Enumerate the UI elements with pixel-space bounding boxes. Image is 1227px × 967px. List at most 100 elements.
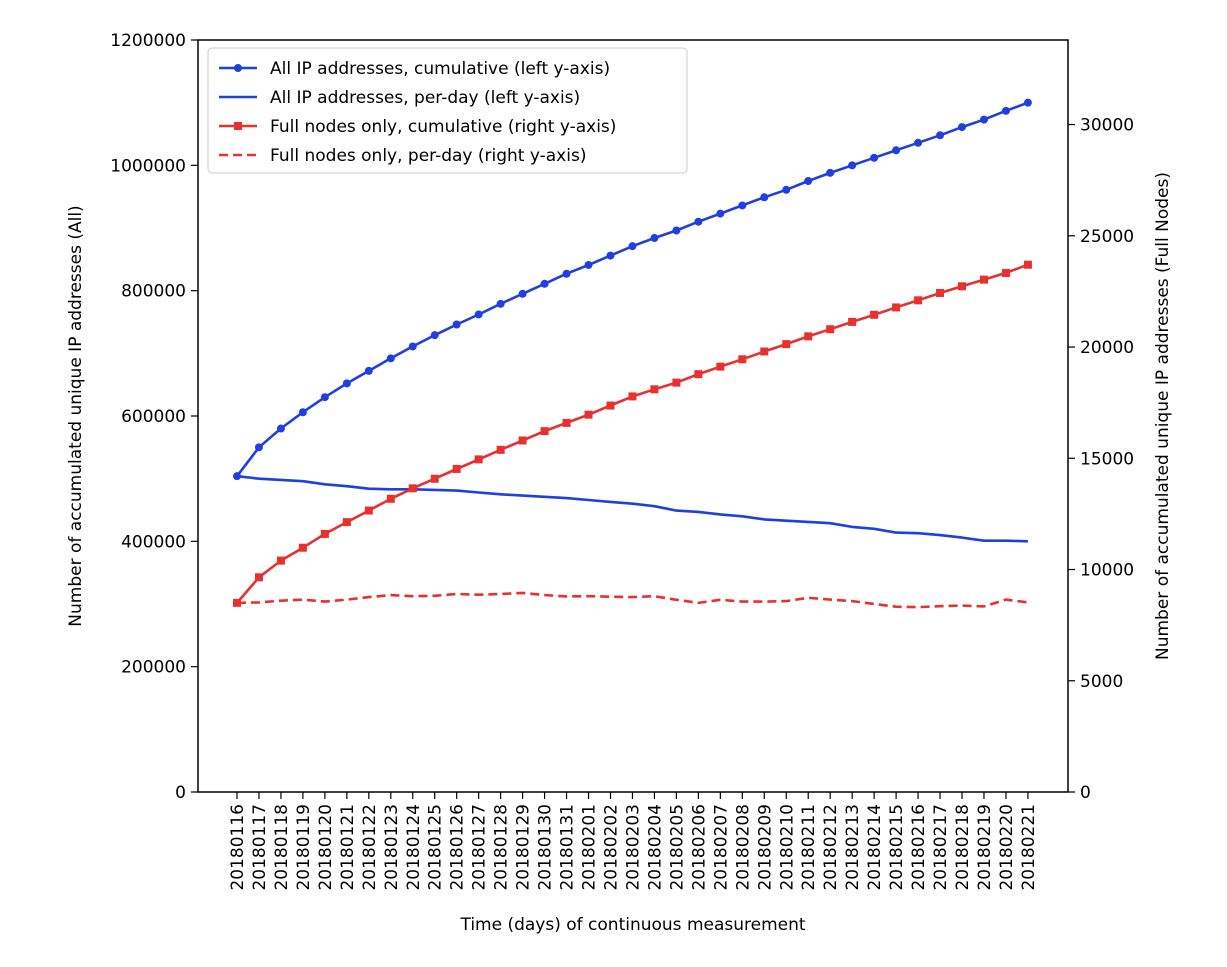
left-y-axis-label: Number of accumulated unique IP addresse…: [66, 205, 86, 626]
series-1: [236, 474, 1028, 543]
left-y-axis: 0 200000 400000 600000 800000 1000000 1200000: [110, 31, 198, 803]
data-point: [606, 401, 615, 410]
data-point: [804, 332, 813, 341]
data-point: [496, 299, 505, 308]
x-tick-label: 20180116: [228, 804, 248, 891]
x-tick-label: 20180122: [360, 804, 380, 891]
data-point: [408, 484, 417, 493]
data-point: [540, 427, 549, 436]
x-tick-label: 20180213: [843, 804, 863, 891]
right-y-tick-label: 30000: [1080, 116, 1134, 136]
legend-label: Full nodes only, per-day (right y-axis): [270, 146, 586, 166]
x-tick-label: 20180130: [536, 804, 556, 891]
x-tick-label: 20180211: [799, 804, 819, 891]
data-point: [276, 424, 285, 433]
data-point: [386, 494, 395, 503]
series-line: [236, 263, 1029, 604]
data-point: [562, 269, 571, 278]
series-0: [233, 98, 1032, 481]
x-tick-label: 20180207: [711, 804, 731, 891]
x-tick-label: 20180214: [865, 804, 885, 891]
left-y-tick-label: 0: [175, 783, 186, 803]
legend-item: Full nodes only, cumulative (right y-axi…: [219, 117, 616, 137]
data-point: [914, 296, 923, 305]
right-y-tick-label: 25000: [1080, 227, 1134, 247]
legend-item: Full nodes only, per-day (right y-axis): [219, 146, 586, 166]
left-y-tick-label: 600000: [121, 407, 186, 427]
right-y-tick-label: 20000: [1080, 338, 1134, 358]
data-point: [474, 455, 483, 464]
series-2: [233, 260, 1032, 607]
right-y-axis-label: Number of accumulated unique IP addresse…: [1153, 172, 1173, 660]
x-tick-label: 20180120: [316, 804, 336, 891]
data-point: [364, 506, 373, 515]
data-point: [694, 217, 703, 226]
x-tick-label: 20180215: [887, 804, 907, 891]
data-point: [782, 185, 791, 194]
x-tick-label: 20180127: [470, 804, 490, 891]
x-tick-label: 20180206: [689, 804, 709, 891]
series-3: [236, 591, 1029, 609]
data-point: [870, 310, 879, 319]
data-point: [870, 153, 879, 162]
data-point: [584, 410, 593, 419]
data-point: [738, 201, 747, 210]
data-point: [650, 234, 659, 243]
data-point: [254, 443, 263, 452]
data-point: [628, 392, 637, 401]
legend-marker: [234, 122, 242, 130]
data-point: [562, 418, 571, 427]
data-point: [694, 370, 703, 379]
data-point: [1023, 98, 1032, 107]
x-tick-label: 20180216: [909, 804, 929, 891]
data-point: [254, 573, 263, 582]
left-y-tick-label: 1200000: [110, 31, 186, 51]
legend-label: All IP addresses, cumulative (left y-axi…: [270, 59, 610, 79]
right-y-tick-label: 10000: [1080, 561, 1134, 581]
data-point: [672, 226, 681, 235]
right-y-tick-label: 15000: [1080, 449, 1134, 469]
data-point: [826, 168, 835, 177]
right-y-tick-label: 5000: [1080, 672, 1123, 692]
data-point: [979, 115, 988, 124]
x-tick-label: 20180118: [272, 804, 292, 891]
data-point: [276, 556, 285, 565]
x-tick-label: 20180218: [953, 804, 973, 891]
left-y-tick-label: 800000: [121, 282, 186, 302]
data-point: [298, 408, 307, 417]
data-point: [452, 464, 461, 473]
data-point: [804, 177, 813, 185]
data-point: [650, 385, 659, 394]
legend-label: All IP addresses, per-day (left y-axis): [270, 88, 580, 108]
data-point: [979, 275, 988, 284]
data-point: [320, 529, 329, 538]
x-tick-label: 20180210: [777, 804, 797, 891]
legend-item: All IP addresses, cumulative (left y-axi…: [219, 59, 610, 79]
data-point: [738, 355, 747, 364]
left-y-tick-label: 400000: [121, 532, 186, 552]
x-tick-label: 20180131: [558, 804, 578, 891]
data-point: [1001, 106, 1010, 115]
data-point: [320, 393, 329, 402]
data-point: [233, 472, 241, 481]
x-tick-label: 20180203: [623, 804, 643, 891]
data-point: [430, 474, 439, 483]
data-point: [430, 331, 439, 340]
x-tick-label: 20180124: [404, 804, 424, 891]
x-tick-label: 20180221: [1019, 804, 1039, 891]
data-point: [826, 325, 835, 334]
data-point: [760, 193, 769, 202]
right-y-axis: 0 5000 10000 15000 20000 25000 30000: [1068, 116, 1134, 803]
data-point: [1023, 260, 1032, 269]
x-axis-label: Time (days) of continuous measurement: [459, 915, 805, 935]
data-point: [958, 123, 967, 132]
legend-item: All IP addresses, per-day (left y-axis): [219, 88, 580, 108]
data-point: [342, 379, 351, 388]
series-layer: [233, 98, 1032, 609]
data-point: [298, 543, 307, 552]
data-point: [914, 138, 923, 147]
x-tick-label: 20180209: [755, 804, 775, 891]
x-tick-label: 20180202: [601, 804, 621, 891]
data-point: [848, 317, 857, 326]
